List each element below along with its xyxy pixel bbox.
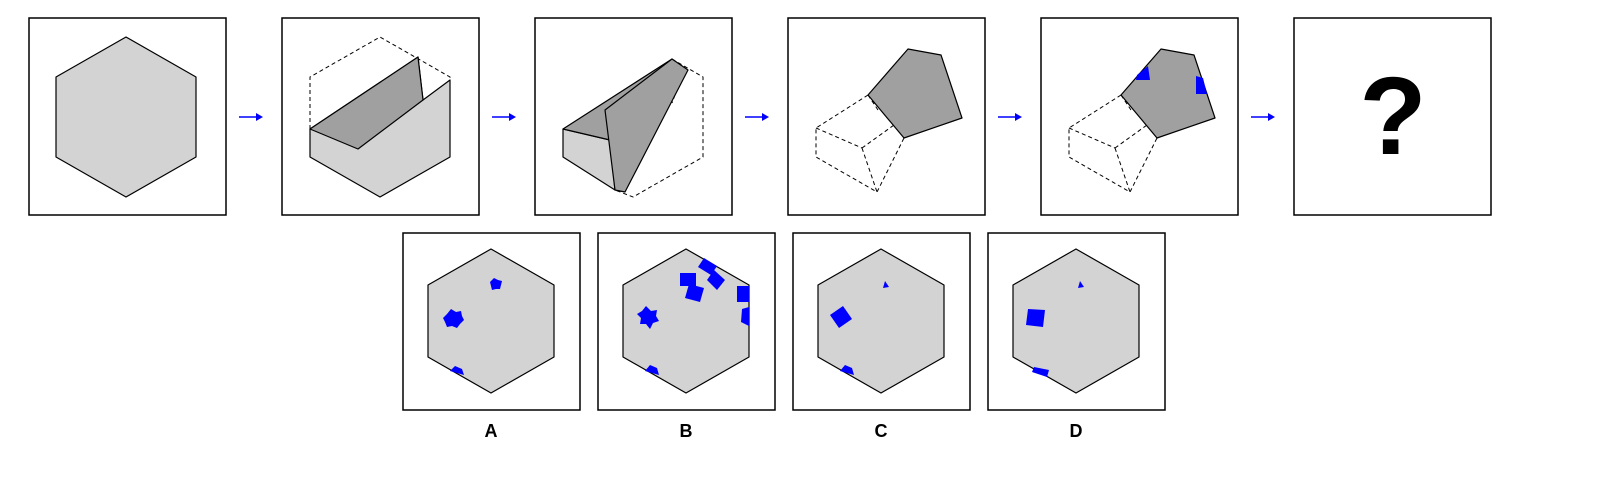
punched-hole — [680, 273, 696, 286]
option-d[interactable]: D — [987, 232, 1166, 441]
arrow-right-icon — [1251, 113, 1275, 121]
punched-hole — [830, 306, 852, 328]
punched-hole — [707, 270, 725, 290]
hexagon-paper — [55, 36, 197, 198]
crease-dashed — [815, 127, 863, 149]
punched-hole — [645, 365, 659, 375]
punched-hole — [450, 366, 464, 375]
folded-flap — [309, 56, 424, 150]
original-outline-dashed — [614, 58, 704, 198]
option-c[interactable]: C — [792, 232, 971, 441]
option-label: B — [680, 421, 693, 441]
punched-hole — [685, 284, 704, 302]
option-label: A — [485, 421, 498, 441]
punched-hole — [1196, 76, 1207, 94]
punched-hole — [490, 278, 502, 290]
crease-dashed — [1068, 127, 1116, 149]
crease-dashed — [1114, 147, 1131, 193]
option-label: C — [875, 421, 888, 441]
punched-hole — [1136, 66, 1150, 80]
arrow-right-icon — [745, 113, 769, 121]
sequence-panel-2 — [281, 17, 480, 216]
option-label: D — [1070, 421, 1083, 441]
second-folded-flap — [604, 58, 689, 193]
unfolded-hexagon — [817, 248, 945, 394]
sequence-panel-4 — [787, 17, 986, 216]
punched-hole — [1026, 309, 1045, 327]
punched-hole — [737, 286, 749, 302]
punched-hole — [1078, 281, 1084, 288]
crease-dashed — [861, 147, 878, 193]
punched-hole — [883, 281, 889, 288]
punched-hole — [1032, 367, 1049, 377]
punched-hole — [443, 309, 464, 328]
arrow-right-icon — [239, 113, 263, 121]
panel-frame — [1293, 17, 1492, 216]
punched-hole — [637, 306, 659, 329]
folded-piece — [867, 48, 963, 139]
question-mark: ? — [1359, 55, 1426, 178]
sequence-panel-1 — [28, 17, 227, 216]
arrow-right-icon — [998, 113, 1022, 121]
unfolded-hexagon — [1012, 248, 1140, 394]
punched-hole — [698, 258, 717, 275]
sequence-panel-5 — [1040, 17, 1239, 216]
option-a[interactable]: A — [402, 232, 581, 441]
arrow-right-icon — [492, 113, 516, 121]
sequence-arrows — [239, 113, 1275, 121]
punched-hole — [741, 307, 749, 326]
punched-hole — [840, 365, 854, 375]
unfolded-hexagon — [427, 248, 555, 394]
option-b[interactable]: B — [597, 232, 776, 441]
sequence-panel-question: ? — [1293, 17, 1492, 216]
sequence-panel-3 — [534, 17, 733, 216]
